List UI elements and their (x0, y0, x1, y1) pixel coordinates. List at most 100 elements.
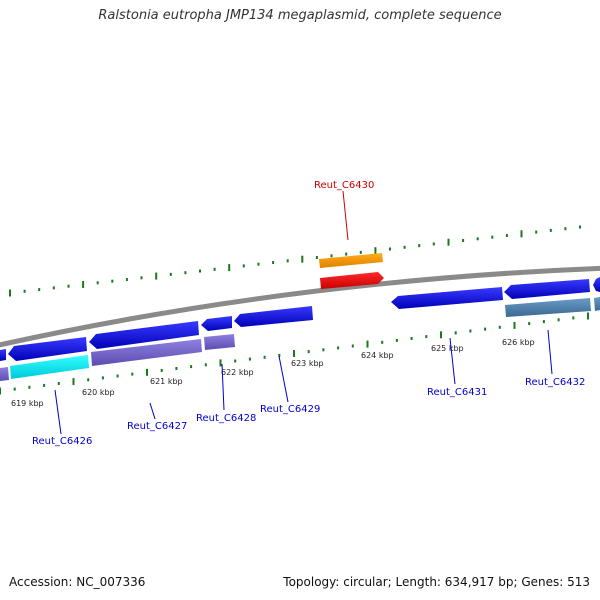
map-title: Ralstonia eutropha JMP134 megaplasmid, c… (98, 8, 502, 23)
minor-tick (351, 344, 354, 348)
gene-left-edge-cds[interactable] (0, 349, 6, 361)
minor-tick (52, 286, 55, 290)
minor-tick (278, 353, 281, 357)
gene-reut-c6430-cds[interactable] (320, 272, 384, 289)
gene-orange-feature[interactable] (319, 253, 383, 268)
gene-label-reut-c6429[interactable]: Reut_C6429 (260, 404, 320, 415)
callout-line (342, 190, 349, 241)
outer-dotted-track (9, 225, 581, 297)
major-tick (9, 289, 11, 297)
tick-label: 622 kbp (221, 368, 254, 377)
major-tick (301, 255, 304, 263)
gene-label-reut-c6431[interactable]: Reut_C6431 (427, 387, 487, 398)
major-tick (440, 331, 442, 339)
gene-reut-c6431-cds[interactable] (391, 287, 503, 309)
minor-tick (345, 252, 348, 256)
minor-tick (469, 329, 472, 333)
feature-left-edge-purple[interactable] (0, 367, 9, 381)
minor-tick (330, 254, 333, 258)
footer-accession: Accession: NC_007336 (9, 575, 146, 589)
minor-tick (579, 225, 581, 229)
major-tick (513, 321, 516, 329)
feature-purple-a[interactable] (91, 339, 202, 366)
minor-tick (425, 335, 428, 339)
minor-tick (337, 346, 340, 350)
footer-topology: Topology: circular; Length: 634,917 bp; … (283, 575, 590, 589)
minor-tick (23, 289, 26, 293)
minor-tick (564, 227, 567, 231)
callout-line (54, 389, 62, 435)
minor-tick (263, 355, 266, 359)
minor-tick (87, 378, 90, 382)
major-tick (520, 230, 523, 238)
minor-tick (175, 367, 178, 370)
callout-line (449, 337, 456, 385)
minor-tick (131, 372, 134, 376)
minor-tick (38, 288, 41, 292)
major-tick (447, 238, 450, 246)
minor-tick (572, 316, 575, 320)
minor-tick (498, 325, 501, 329)
major-tick (72, 378, 75, 386)
minor-tick (359, 250, 362, 254)
tick-label: 624 kbp (361, 351, 394, 360)
minor-tick (101, 376, 104, 380)
callout-line (547, 329, 553, 375)
tick-label: 626 kbp (502, 338, 535, 347)
minor-tick (542, 320, 545, 324)
minor-tick (96, 281, 99, 285)
minor-tick (484, 327, 487, 331)
minor-tick (535, 230, 538, 234)
minor-tick (462, 239, 465, 242)
major-tick (374, 247, 377, 255)
minor-tick (169, 272, 172, 276)
minor-tick (248, 357, 251, 361)
gene-reut-c6432-cds[interactable] (504, 279, 590, 299)
gene-reut-c6428-cds[interactable] (201, 316, 232, 331)
gene-label-reut-c6426[interactable]: Reut_C6426 (32, 436, 92, 447)
major-tick (228, 264, 231, 272)
minor-tick (28, 385, 31, 389)
feature-purple-b[interactable] (204, 334, 235, 350)
major-tick (82, 281, 85, 288)
gene-label-reut-c6432[interactable]: Reut_C6432 (525, 377, 585, 388)
tick-label: 619 kbp (11, 399, 44, 408)
minor-tick (140, 276, 143, 280)
minor-tick (476, 237, 479, 241)
minor-tick (315, 256, 318, 259)
tick-label: 625 kbp (431, 344, 464, 353)
major-tick (146, 368, 148, 376)
minor-tick (322, 348, 325, 352)
minor-tick (111, 279, 114, 283)
minor-tick (403, 245, 406, 249)
major-tick (155, 272, 158, 280)
gene-label-reut-c6427[interactable]: Reut_C6427 (127, 421, 187, 432)
minor-tick (190, 365, 193, 369)
minor-tick (257, 262, 260, 266)
gene-right-edge-cds[interactable] (593, 277, 600, 292)
tick-label: 623 kbp (291, 359, 324, 368)
gene-label-reut-c6428[interactable]: Reut_C6428 (196, 413, 256, 424)
major-tick (0, 387, 1, 395)
major-tick (219, 359, 222, 367)
feature-steelblue[interactable] (505, 298, 591, 317)
tick-label: 621 kbp (150, 377, 183, 386)
minor-tick (454, 331, 457, 335)
minor-tick (234, 359, 237, 363)
minor-tick (432, 242, 435, 246)
minor-tick (43, 383, 46, 387)
feature-steelblue-edge[interactable] (594, 297, 600, 311)
callout-line (278, 355, 289, 403)
minor-tick (213, 267, 216, 271)
minor-tick (381, 340, 384, 344)
minor-tick (184, 271, 187, 275)
gene-reut-c6429-cds[interactable] (234, 306, 313, 327)
major-tick (366, 340, 369, 348)
gene-reut-c6427-cds[interactable] (89, 321, 199, 349)
feature-cyan[interactable] (10, 355, 89, 379)
gene-label-reut-c6430[interactable]: Reut_C6430 (314, 180, 374, 191)
gene-reut-c6426-cds[interactable] (8, 337, 87, 361)
minor-tick (389, 247, 391, 251)
major-tick (587, 312, 589, 320)
